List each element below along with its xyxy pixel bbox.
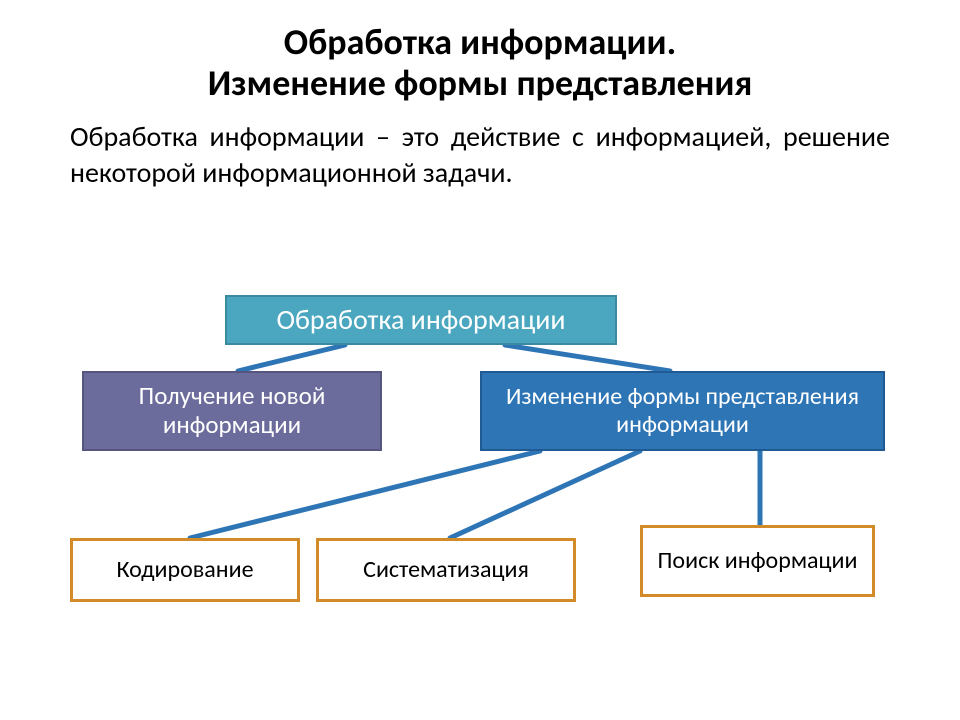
node-child2: Изменение формы представления информации: [480, 371, 885, 451]
node-leaf3: Поиск информации: [640, 525, 875, 597]
title-line1: Обработка информации.: [284, 20, 676, 64]
node-leaf1-label: Кодирование: [116, 556, 253, 584]
node-child1: Получение новой информации: [82, 371, 382, 451]
definition-paragraph: Обработка информации – это действие с ин…: [0, 105, 960, 191]
slide-title: Обработка информации. Изменение формы пр…: [0, 0, 960, 105]
node-root-label: Обработка информации: [276, 304, 565, 336]
node-leaf1: Кодирование: [70, 538, 300, 602]
node-child1-label: Получение новой информации: [92, 382, 372, 440]
node-leaf3-label: Поиск информации: [658, 547, 858, 575]
node-child2-label: Изменение формы представления информации: [490, 383, 875, 438]
node-root: Обработка информации: [225, 295, 617, 345]
definition-text: Обработка информации – это действие с ин…: [70, 119, 890, 190]
title-line2: Изменение формы представления: [208, 61, 753, 105]
node-leaf2: Систематизация: [316, 538, 576, 602]
node-leaf2-label: Систематизация: [363, 556, 529, 584]
